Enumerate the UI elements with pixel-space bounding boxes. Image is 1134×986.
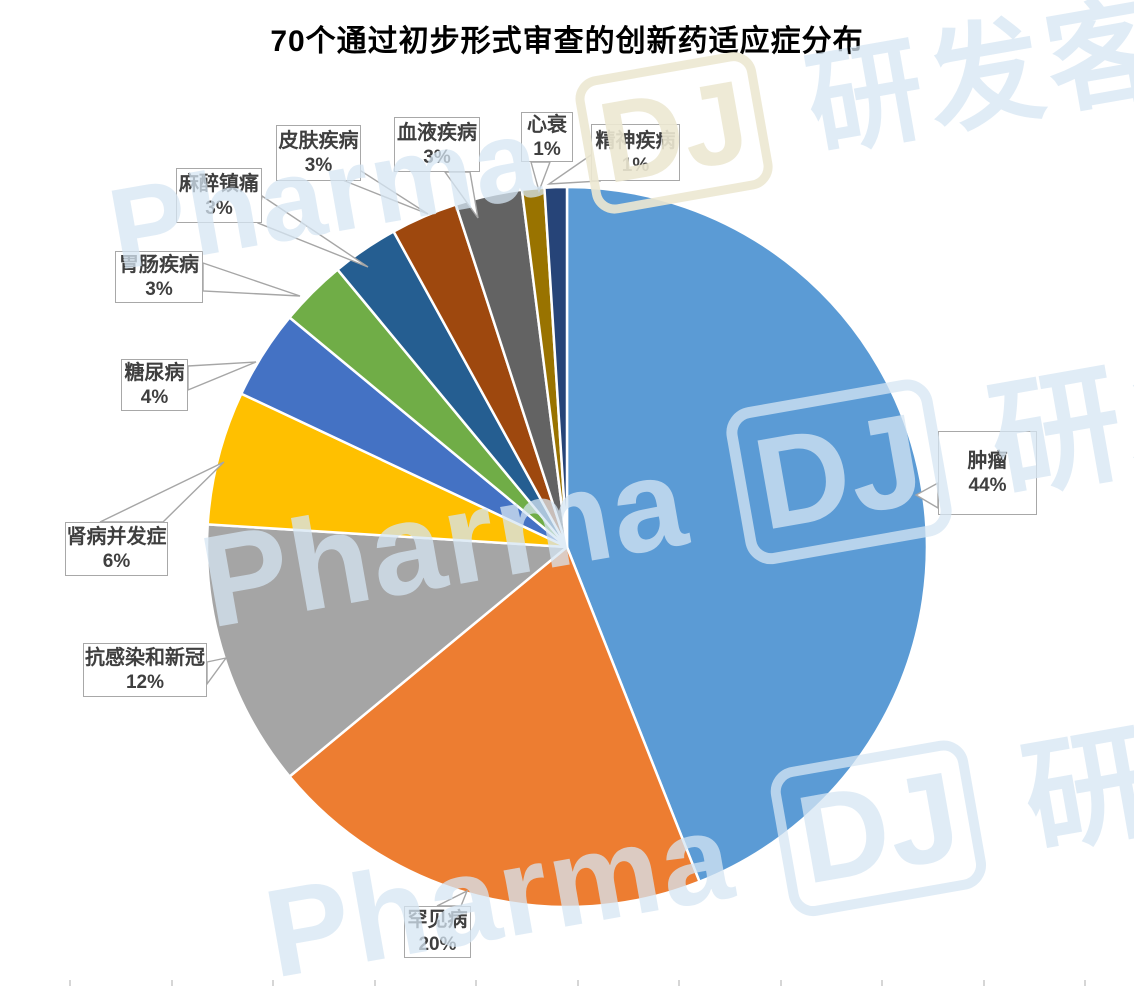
callout-label: 肾病并发症 xyxy=(66,526,167,548)
callout-value: 4% xyxy=(140,387,169,408)
callout-anti-infection-covid: 抗感染和新冠 12% xyxy=(83,643,207,697)
pie-slice-3 xyxy=(206,392,569,549)
callout-value: 3% xyxy=(423,146,451,168)
callout-label: 糖尿病 xyxy=(124,362,185,384)
leader-heart-failure xyxy=(530,161,552,194)
callout-psychiatric: 精神疾病 1% xyxy=(591,124,680,181)
leader-anti-infection-covid xyxy=(206,656,228,687)
callout-skin-disease: 皮肤疾病 3% xyxy=(276,125,361,181)
callout-label: 皮肤疾病 xyxy=(278,130,359,152)
callout-value: 44% xyxy=(968,475,1007,496)
leader-kidney-complications xyxy=(99,461,225,523)
chart-title: 70个通过初步形式审查的创新药适应症分布 xyxy=(270,25,864,58)
callout-heart-failure: 心衰 1% xyxy=(521,112,573,162)
callout-rare-disease: 罕见病 20% xyxy=(404,906,471,958)
bottom-tick-marks xyxy=(69,980,1086,986)
callout-value: 6% xyxy=(102,551,131,572)
callout-label: 精神疾病 xyxy=(595,129,676,152)
callout-value: 12% xyxy=(125,672,165,693)
callout-value: 1% xyxy=(621,154,650,176)
pie-slice-1 xyxy=(288,545,701,909)
callout-label: 血液疾病 xyxy=(397,121,477,144)
leader-blood-disease xyxy=(443,171,479,219)
callout-diabetes: 糖尿病 4% xyxy=(121,359,188,411)
leader-diabetes xyxy=(187,361,257,392)
pie-slices xyxy=(205,185,929,909)
callout-label: 罕见病 xyxy=(407,909,468,931)
callout-label: 肿瘤 xyxy=(967,450,1008,472)
callout-value: 3% xyxy=(205,197,233,219)
callout-leaders xyxy=(99,153,939,907)
callout-value: 3% xyxy=(145,279,173,300)
callout-value: 20% xyxy=(418,934,457,955)
callout-label: 麻醉镇痛 xyxy=(179,172,259,195)
callout-label: 胃肠疾病 xyxy=(119,254,199,276)
leader-gastrointestinal xyxy=(202,262,301,297)
callout-value: 3% xyxy=(304,155,333,176)
callout-anesthesia-analgesia: 麻醉镇痛 3% xyxy=(176,168,262,223)
leader-anesthesia-analgesia xyxy=(257,194,369,268)
leader-rare-disease xyxy=(436,889,469,907)
callout-value: 1% xyxy=(533,139,561,160)
callout-blood-disease: 血液疾病 3% xyxy=(394,117,480,172)
callout-label: 心衰 xyxy=(527,114,567,136)
callout-kidney-complications: 肾病并发症 6% xyxy=(65,522,168,576)
callout-gastrointestinal: 胃肠疾病 3% xyxy=(115,251,203,303)
callout-tumor: 肿瘤 44% xyxy=(938,431,1037,515)
callout-label: 抗感染和新冠 xyxy=(85,647,205,669)
pie-slice-10 xyxy=(543,185,569,549)
pie-slice-0 xyxy=(565,185,929,883)
